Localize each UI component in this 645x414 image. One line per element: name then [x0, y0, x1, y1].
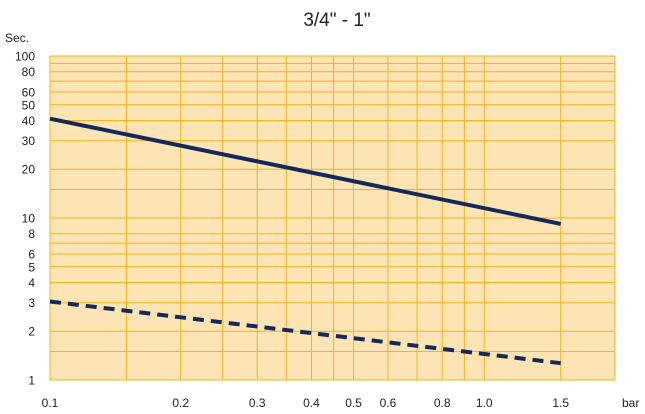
x-tick-label: 0.3: [249, 396, 266, 410]
y-tick-label: 10: [22, 212, 36, 226]
y-tick-label: 5: [28, 260, 35, 274]
chart-title: 3/4" - 1": [303, 10, 370, 31]
x-tick-label: 0.4: [303, 396, 320, 410]
dashed-series-line: [49, 299, 561, 366]
y-tick-label: 30: [22, 134, 36, 148]
x-tick-label: 0.6: [380, 396, 397, 410]
x-tick-label: 0.2: [172, 396, 189, 410]
x-tick-label: 0.8: [434, 396, 451, 410]
y-axis-label: Sec.: [5, 31, 29, 45]
x-axis-label: bar: [622, 396, 639, 410]
y-tick-label: 50: [22, 98, 36, 112]
solid-series-line: [49, 116, 562, 226]
y-tick-label: 6: [28, 247, 35, 261]
y-tick-label: 60: [22, 85, 36, 99]
y-tick-label: 100: [15, 50, 35, 64]
grid: [49, 55, 616, 381]
x-tick-label: 0.1: [42, 396, 59, 410]
series-layer: [49, 116, 562, 366]
y-tick-label: 40: [22, 114, 36, 128]
y-tick-label: 20: [22, 163, 36, 177]
x-tick-label: 1.0: [476, 396, 493, 410]
x-tick-label: 0.5: [345, 396, 362, 410]
y-tick-label: 3: [28, 296, 35, 310]
y-tick-label: 80: [22, 65, 36, 79]
y-tick-label: 2: [28, 325, 35, 339]
y-tick-label: 4: [28, 276, 35, 290]
x-tick-label: 1.5: [552, 396, 569, 410]
x-tick-labels: 0.1 0.2 0.3 0.4 0.5 0.6 0.8 1.0 1.5: [42, 396, 570, 410]
y-tick-label: 8: [28, 227, 35, 241]
y-tick-label: 1: [28, 374, 35, 388]
